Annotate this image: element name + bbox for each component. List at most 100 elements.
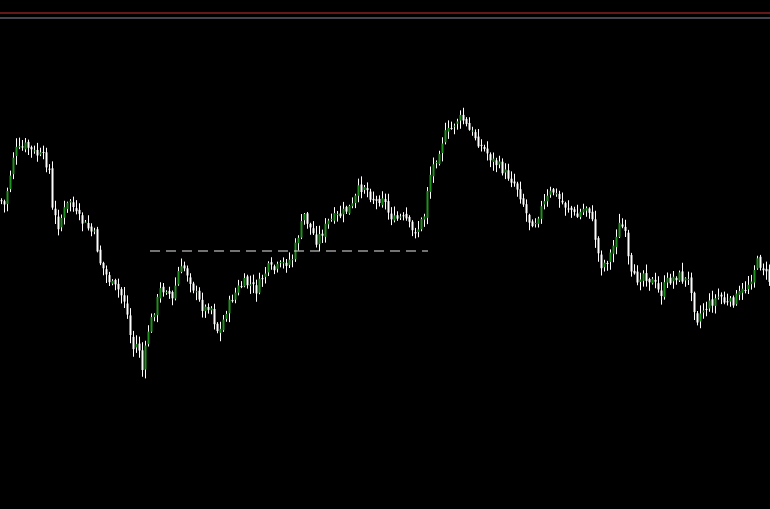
candle-body	[666, 277, 669, 283]
candle-body	[606, 263, 609, 264]
candle-body	[468, 123, 471, 130]
candle-body	[639, 279, 642, 282]
candle-body	[195, 291, 198, 293]
candle-body	[174, 285, 177, 299]
candle-body	[213, 309, 216, 325]
candle-body	[330, 218, 333, 220]
candle-body	[15, 146, 18, 156]
candle-body	[216, 323, 219, 332]
candle-body	[459, 114, 462, 121]
candle-body	[678, 272, 681, 281]
candle-body	[243, 278, 246, 287]
candle-body	[153, 314, 156, 318]
candle-body	[117, 283, 120, 290]
candle-body	[672, 276, 675, 282]
candle-body	[372, 198, 375, 201]
candle-body	[588, 208, 591, 213]
candle-body	[657, 283, 660, 290]
candle-body	[138, 343, 141, 351]
candle-body	[726, 301, 729, 303]
candle-body	[630, 255, 633, 272]
candle-body	[189, 277, 192, 284]
candle-body	[258, 278, 261, 293]
candle-body	[390, 213, 393, 220]
candle-body	[336, 213, 339, 215]
candle-body	[408, 217, 411, 222]
candle-body	[324, 223, 327, 237]
candle-body	[768, 269, 770, 282]
candle-body	[420, 219, 423, 230]
candle-body	[498, 161, 501, 165]
candle-body	[732, 297, 735, 306]
candle-body	[198, 290, 201, 300]
candle-body	[567, 208, 570, 210]
candle-body	[438, 153, 441, 164]
candle-body	[132, 336, 135, 350]
candle-body	[66, 202, 69, 209]
candle-body	[375, 199, 378, 201]
candle-body	[597, 238, 600, 254]
candle-body	[447, 127, 450, 132]
candle-body	[114, 280, 117, 285]
candle-body	[321, 233, 324, 236]
candle-body	[204, 306, 207, 312]
candle-body	[27, 141, 30, 148]
candle-body	[723, 297, 726, 303]
candle-body	[495, 160, 498, 166]
candle-body	[378, 198, 381, 203]
candle-body	[231, 300, 234, 302]
candle-body	[453, 125, 456, 127]
candle-body	[81, 215, 84, 224]
candle-body	[309, 223, 312, 228]
candle-body	[552, 189, 555, 193]
candle-body	[354, 195, 357, 204]
candle-body	[489, 154, 492, 161]
candle-body	[483, 147, 486, 149]
candle-body	[306, 213, 309, 224]
candle-body	[252, 282, 255, 285]
candle-body	[381, 198, 384, 205]
candle-body	[0, 200, 3, 202]
candle-body	[3, 201, 6, 205]
candle-body	[42, 152, 45, 153]
candle-body	[273, 266, 276, 271]
candle-body	[261, 278, 264, 280]
candle-body	[54, 208, 57, 216]
candle-body	[654, 279, 657, 282]
candle-body	[741, 288, 744, 293]
candle-body	[507, 170, 510, 179]
candle-body	[600, 254, 603, 269]
candle-body	[621, 224, 624, 227]
candle-body	[357, 185, 360, 196]
candle-body	[363, 187, 366, 190]
candle-body	[156, 296, 159, 316]
candle-body	[645, 273, 648, 281]
candle-body	[144, 345, 147, 370]
candle-body	[147, 331, 150, 345]
candle-body	[150, 317, 153, 332]
candle-body	[411, 221, 414, 231]
candle-body	[669, 277, 672, 284]
candle-body	[546, 195, 549, 202]
candle-body	[528, 214, 531, 223]
candle-body	[108, 275, 111, 283]
candle-body	[123, 295, 126, 302]
candle-body	[285, 262, 288, 266]
candle-body	[585, 208, 588, 211]
candle-body	[180, 266, 183, 272]
candle-body	[399, 216, 402, 218]
candle-body	[522, 198, 525, 205]
candle-body	[747, 284, 750, 290]
candle-body	[414, 232, 417, 234]
candle-body	[501, 161, 504, 174]
candle-body	[456, 121, 459, 124]
candle-body	[225, 313, 228, 319]
candle-body	[63, 207, 66, 218]
candle-body	[129, 315, 132, 335]
candle-body	[162, 286, 165, 293]
candle-body	[300, 221, 303, 238]
candle-body	[543, 201, 546, 205]
candle-body	[711, 299, 714, 306]
